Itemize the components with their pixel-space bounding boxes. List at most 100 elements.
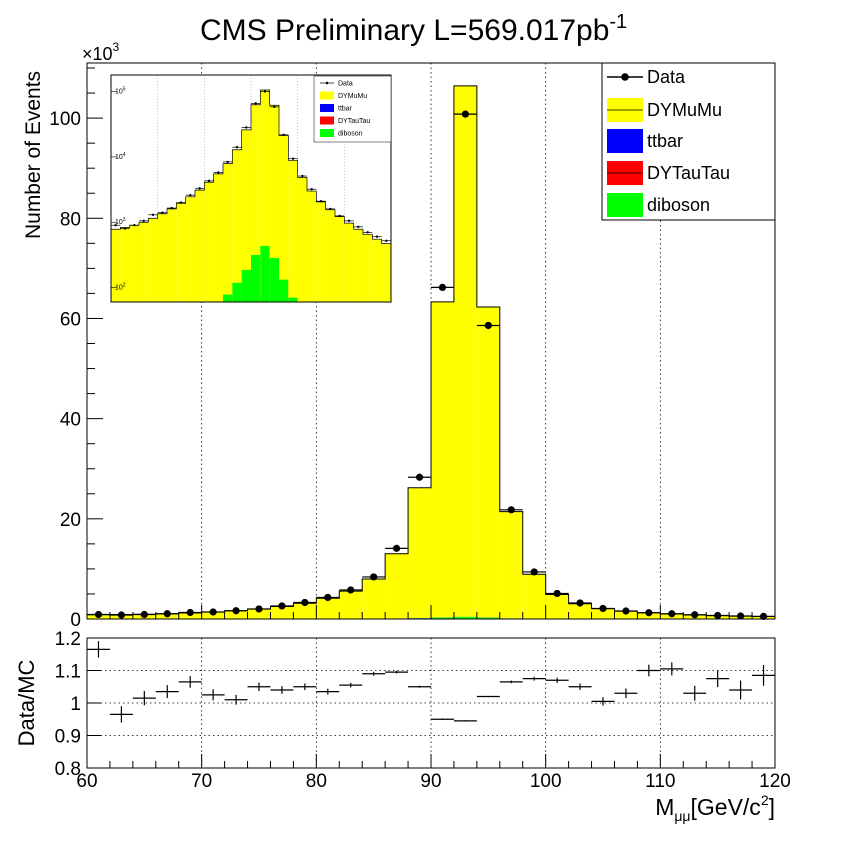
inset-legend-marker-data-dot (326, 82, 329, 85)
x-tick-label: 70 (191, 771, 212, 792)
inset-legend-swatch-DYTauTau (320, 117, 334, 125)
inset-bar-DYMuMu (130, 225, 139, 302)
inset-legend-label-DYTauTau: DYTauTau (338, 118, 370, 125)
ratio-y-ticks: 0.80.911.11.2 (55, 629, 101, 780)
inset-data-point (208, 180, 210, 182)
main-data-point (393, 545, 400, 552)
x-label-unit: [GeV/c (691, 794, 761, 820)
main-data-point (485, 322, 492, 329)
main-y-tick-label: 40 (60, 410, 81, 431)
main-data-point (301, 599, 308, 606)
inset-data-point (366, 231, 368, 233)
inset-legend-label-ttbar: ttbar (338, 106, 353, 113)
inset-bar-DYMuMu (158, 214, 167, 302)
inset-bar-DYMuMu (195, 190, 204, 302)
inset-data-point (152, 214, 154, 216)
inset-bar-DYMuMu (148, 218, 157, 302)
main-data-point (164, 610, 171, 617)
x-label-main: M (655, 794, 674, 820)
inset-bar-diboson (251, 255, 260, 302)
legend-label-diboson: diboson (647, 195, 710, 215)
inset-bar-DYMuMu (298, 177, 307, 302)
inset-data-point (329, 208, 331, 210)
inset-bar-DYMuMu (382, 244, 391, 302)
main-data-point (554, 590, 561, 597)
main-data-point (95, 611, 102, 618)
inset-data-point (236, 146, 238, 148)
x-tick-label: 80 (306, 771, 327, 792)
ratio-y-tick-label: 1 (70, 694, 81, 715)
inset-legend-label-diboson: diboson (338, 131, 363, 138)
inset-legend-swatch-diboson (320, 129, 334, 137)
ratio-y-tick-label: 0.8 (55, 759, 81, 780)
main-data-point (416, 474, 423, 481)
main-bar-DYMuMu (500, 512, 523, 619)
legend-label-DYTauTau: DYTauTau (647, 163, 730, 183)
inset-y-tick-base: 10 (115, 154, 123, 161)
main-data-point (645, 609, 652, 616)
inset-data-point (124, 227, 126, 229)
inset-data-point (142, 220, 144, 222)
inset-bar-diboson (223, 295, 232, 302)
main-bar-DYMuMu (431, 302, 454, 618)
inset-data-point (189, 194, 191, 196)
inset-bar-diboson (279, 280, 288, 302)
y-multiplier-exp: 3 (113, 40, 120, 54)
inset-data-point (338, 215, 340, 217)
inset-data-point (198, 187, 200, 189)
inset-data-point (264, 90, 266, 92)
legend-marker-data-dot (621, 73, 629, 81)
main-data-point (324, 594, 331, 601)
main-data-point (462, 110, 469, 117)
main-bar-DYMuMu (385, 554, 408, 619)
x-axis-label: Mμμ[GeV/c2] (655, 792, 775, 824)
inset-y-tick-exp: 4 (123, 152, 126, 158)
main-data-point (187, 609, 194, 616)
inset-bar-diboson (270, 258, 279, 302)
inset-data-point (161, 211, 163, 213)
inset-data-point (320, 200, 322, 202)
main-data-point (714, 612, 721, 619)
inset-data-point (133, 224, 135, 226)
inset-data-point (292, 158, 294, 160)
inset-bar-DYMuMu (176, 203, 185, 302)
main-data-point (255, 605, 262, 612)
main-y-tick-label: 20 (60, 510, 81, 531)
inset-bar-DYMuMu (167, 209, 176, 302)
inset-data-point (348, 220, 350, 222)
main-y-tick-label: 60 (60, 309, 81, 330)
inset-bar-DYMuMu (214, 174, 223, 302)
main-bar-DYMuMu (454, 86, 477, 617)
main-data-point (668, 610, 675, 617)
x-label-unit-end: ] (769, 794, 775, 820)
inset-bar-DYMuMu (139, 222, 148, 302)
main-data-point (508, 506, 515, 513)
inset-y-tick-base: 10 (115, 285, 123, 292)
chart-title: CMS Preliminary L=569.017pb-1 (200, 11, 627, 47)
inset-bar-DYMuMu (354, 229, 363, 302)
inset-data-point (273, 106, 275, 108)
inset-data-point (170, 207, 172, 209)
inset-data-point (180, 201, 182, 203)
inset-legend-swatch-DYMuMu (320, 92, 334, 100)
inset-data-point (254, 102, 256, 104)
chart-title-superscript: -1 (609, 11, 627, 33)
main-data-point (599, 605, 606, 612)
main-data-point (576, 599, 583, 606)
inset-bar-DYMuMu (335, 217, 344, 302)
inset-y-tick-exp: 2 (123, 283, 126, 289)
main-bar-DYMuMu (316, 598, 339, 619)
inset-data-point (357, 226, 359, 228)
inset-bar-DYMuMu (316, 202, 325, 302)
ratio-y-tick-label: 0.9 (55, 727, 81, 748)
main-data-point (232, 607, 239, 614)
main-data-point (347, 586, 354, 593)
inset-data-point (282, 134, 284, 136)
